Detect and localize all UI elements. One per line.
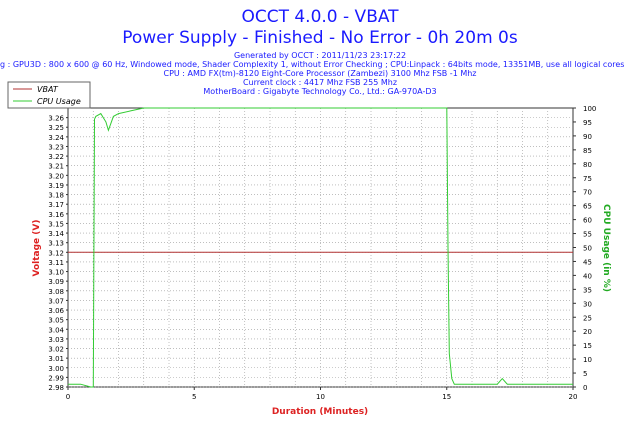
y-left-tick-label: 3.00 <box>48 365 64 373</box>
chart-subtitle: Power Supply - Finished - No Error - 0h … <box>122 28 518 48</box>
y-left-tick-label: 3.04 <box>48 326 64 334</box>
series-layer <box>68 107 573 388</box>
y-axis-right-label: CPU Usage (in %) <box>601 204 611 292</box>
info-line-motherboard: MotherBoard : Gigabyte Technology Co., L… <box>203 87 436 96</box>
info-line-generated: Generated by OCCT : 2011/11/23 23:17:22 <box>234 51 406 60</box>
y-left-tick-label: 2.99 <box>48 374 64 382</box>
y-right-tick-label: 5 <box>583 370 587 378</box>
y-left-tick-label: 3.07 <box>48 297 64 305</box>
y-left-tick-label: 3.11 <box>48 259 64 267</box>
y-right-tick-label: 85 <box>583 147 592 155</box>
y-right-tick-label: 80 <box>583 161 592 169</box>
y-right-tick-label: 90 <box>583 133 592 141</box>
x-tick-label: 0 <box>66 393 70 401</box>
info-line-cpu: CPU : AMD FX(tm)-8120 Eight-Core Process… <box>163 69 476 78</box>
y-left-tick-label: 3.24 <box>48 134 64 142</box>
y-right-tick-label: 55 <box>583 231 592 239</box>
x-tick-label: 5 <box>192 393 196 401</box>
info-line-test-settings: g : GPU3D : 800 x 600 @ 60 Hz, Windowed … <box>0 60 624 69</box>
legend-label-vbat: VBAT <box>37 85 59 94</box>
y-right-tick-label: 0 <box>583 384 587 392</box>
info-line-clock: Current clock : 4417 Mhz FSB 255 Mhz <box>243 78 397 87</box>
y-left-tick-label: 3.15 <box>48 220 64 228</box>
y-left-tick-label: 3.19 <box>48 182 64 190</box>
y-right-tick-label: 45 <box>583 258 592 266</box>
y-left-tick-label: 2.98 <box>48 384 64 392</box>
y-right-tick-label: 95 <box>583 119 592 127</box>
y-left-tick-label: 3.21 <box>48 163 64 171</box>
y-axis-left-label: Voltage (V) <box>32 220 42 277</box>
y-right-tick-label: 65 <box>583 203 592 211</box>
y-right-tick-label: 60 <box>583 217 592 225</box>
y-right-tick-label: 100 <box>583 105 596 113</box>
y-right-tick-label: 40 <box>583 272 592 280</box>
y-left-tick-label: 3.10 <box>48 269 64 277</box>
ticks-layer: 2.98 2.993.00 3.013.02 3.03 3.043.05 3.06 3.07… <box>48 105 596 401</box>
y-right-tick-label: 15 <box>583 342 592 350</box>
y-right-tick-label: 10 <box>583 356 592 364</box>
y-left-tick-label: 3.05 <box>48 317 64 325</box>
grid-layer <box>68 108 573 388</box>
x-tick-label: 20 <box>569 393 578 401</box>
y-left-tick-label: 3.22 <box>48 153 64 161</box>
y-right-tick-label: 70 <box>583 189 592 197</box>
y-right-tick-label: 30 <box>583 300 592 308</box>
legend-box <box>7 81 91 109</box>
chart-title: OCCT 4.0.0 - VBAT <box>241 7 399 27</box>
y-left-tick-label: 3.08 <box>48 288 64 296</box>
y-right-tick-label: 50 <box>583 245 592 253</box>
legend-label-cpu-usage: CPU Usage <box>37 97 81 106</box>
series-line-cpu-usage <box>68 107 573 388</box>
y-left-tick-label: 3.14 <box>48 230 64 238</box>
y-left-tick-label: 3.16 <box>48 211 64 219</box>
x-axis-label: Duration (Minutes) <box>272 407 368 417</box>
x-tick-label: 10 <box>316 393 325 401</box>
y-left-tick-label: 3.13 <box>48 240 64 248</box>
y-right-tick-label: 75 <box>583 175 592 183</box>
y-left-tick-label: 3.12 <box>48 249 64 257</box>
y-left-tick-label: 3.23 <box>48 143 64 151</box>
plot-area <box>67 107 574 388</box>
y-left-tick-label: 3.01 <box>48 355 64 363</box>
y-left-tick-label: 3.18 <box>48 192 64 200</box>
y-left-tick-label: 3.17 <box>48 201 64 209</box>
y-right-tick-label: 25 <box>583 314 592 322</box>
y-left-tick-label: 3.25 <box>48 124 64 132</box>
y-left-tick-label: 3.02 <box>48 346 64 354</box>
y-right-tick-label: 35 <box>583 286 592 294</box>
y-left-tick-label: 3.20 <box>48 172 64 180</box>
legend: VBAT CPU Usage <box>7 81 91 109</box>
y-left-tick-label: 3.09 <box>48 278 64 286</box>
x-tick-label: 15 <box>442 393 451 401</box>
y-left-tick-label: 3.06 <box>48 307 64 315</box>
y-left-tick-label: 3.26 <box>48 115 64 123</box>
y-right-tick-label: 20 <box>583 328 592 336</box>
y-left-tick-label: 3.03 <box>48 336 64 344</box>
